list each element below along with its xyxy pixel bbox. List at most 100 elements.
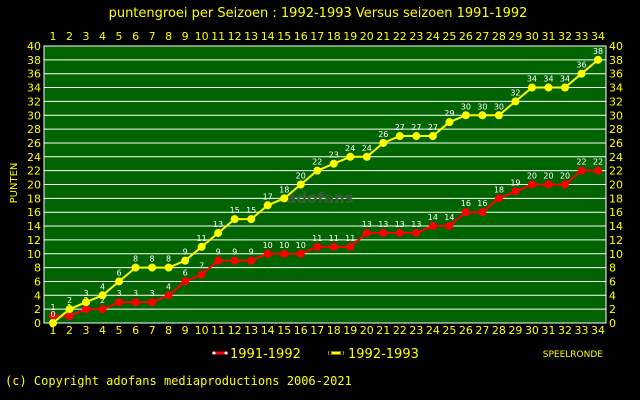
x-tick-top-7: 7: [149, 30, 156, 43]
point-1992-1993-20: [362, 152, 371, 161]
x-tick-bottom-27: 27: [475, 324, 489, 337]
point-1991-1992-34: [594, 166, 602, 175]
x-tick-bottom-25: 25: [442, 324, 456, 337]
point-1992-1993-33: [577, 69, 586, 78]
data-label-1991-1992-13: 9: [249, 248, 254, 257]
data-label-1991-1992-11: 9: [216, 248, 221, 257]
point-1991-1992-16: [296, 249, 305, 258]
y-tick-left-0: 0: [34, 317, 41, 330]
data-label-1992-1993-28: 30: [494, 102, 504, 111]
point-1991-1992-22: [395, 228, 404, 237]
data-label-1991-1992-1: 1: [50, 303, 55, 312]
x-tick-bottom-10: 10: [195, 324, 209, 337]
point-1992-1993-25: [445, 118, 454, 127]
point-1992-1993-1: [49, 319, 57, 327]
point-1992-1993-27: [478, 111, 487, 120]
y-tick-right-40: 40: [609, 40, 623, 53]
x-ticks-top: 1 2 3 4 5 6 7 8 9 10 11 12 13 14 15 16 17 18 19 20 21 22 23 24 2…: [50, 30, 606, 43]
x-tick-top-22: 22: [393, 30, 407, 43]
y-tick-right-10: 10: [609, 248, 623, 261]
data-label-1992-1993-30: 34: [527, 75, 537, 84]
y-tick-left-24: 24: [27, 151, 41, 164]
x-tick-bottom-28: 28: [492, 324, 506, 337]
x-tick-bottom-16: 16: [294, 324, 308, 337]
point-1991-1992-12: [230, 256, 239, 265]
point-1991-1992-8: [164, 291, 173, 300]
x-tick-top-26: 26: [459, 30, 473, 43]
x-tick-bottom-20: 20: [360, 324, 374, 337]
point-1991-1992-11: [214, 256, 223, 265]
x-tick-bottom-29: 29: [508, 324, 522, 337]
x-tick-bottom-14: 14: [261, 324, 275, 337]
point-1992-1993-9: [181, 256, 190, 265]
point-1991-1992-24: [428, 222, 437, 231]
point-1992-1993-2: [65, 305, 74, 314]
data-label-1991-1992-22: 13: [395, 220, 405, 229]
x-tick-top-19: 19: [343, 30, 357, 43]
point-1991-1992-4: [98, 305, 107, 314]
x-tick-bottom-22: 22: [393, 324, 407, 337]
point-1992-1993-11: [214, 228, 223, 237]
point-1991-1992-14: [263, 249, 272, 258]
point-1992-1993-4: [98, 291, 107, 300]
point-1991-1992-7: [148, 298, 157, 307]
y-tick-right-14: 14: [609, 220, 623, 233]
x-tick-top-31: 31: [541, 30, 555, 43]
x-tick-top-2: 2: [66, 30, 73, 43]
y-tick-right-18: 18: [609, 192, 623, 205]
point-1992-1993-34: [594, 55, 602, 64]
y-tick-left-6: 6: [34, 275, 41, 288]
data-label-1992-1993-29: 32: [510, 88, 520, 97]
x-tick-bottom-19: 19: [343, 324, 357, 337]
point-1992-1993-13: [247, 215, 256, 224]
data-label-1992-1993-7: 8: [150, 255, 155, 264]
data-label-1991-1992-6: 3: [133, 289, 138, 298]
y-tick-left-40: 40: [27, 40, 41, 53]
y-tick-left-4: 4: [34, 289, 41, 302]
x-tick-top-1: 1: [50, 30, 57, 43]
point-1992-1993-19: [346, 152, 355, 161]
x-tick-top-24: 24: [426, 30, 440, 43]
x-tick-bottom-30: 30: [525, 324, 539, 337]
x-tick-top-20: 20: [360, 30, 374, 43]
y-tick-left-2: 2: [34, 303, 41, 316]
data-label-1991-1992-16: 10: [296, 241, 306, 250]
data-label-1991-1992-19: 11: [345, 234, 355, 243]
point-1992-1993-14: [263, 201, 272, 210]
y-tick-left-38: 38: [27, 54, 41, 67]
point-1992-1993-32: [560, 83, 569, 92]
data-label-1991-1992-26: 16: [461, 199, 471, 208]
point-1992-1993-7: [148, 263, 157, 272]
data-label-1992-1993-5: 6: [117, 268, 122, 277]
y-tick-right-28: 28: [609, 123, 623, 136]
x-tick-bottom-17: 17: [310, 324, 324, 337]
data-label-1992-1993-15: 18: [279, 185, 289, 194]
x-tick-top-18: 18: [327, 30, 341, 43]
x-tick-bottom-6: 6: [132, 324, 139, 337]
data-label-1991-1992-30: 20: [527, 172, 537, 181]
chart-title: puntengroei per Seizoen : 1992-1993 Vers…: [109, 6, 528, 21]
point-1991-1992-27: [478, 208, 487, 217]
data-label-1991-1992-5: 3: [117, 289, 122, 298]
grid: [44, 59, 606, 310]
point-1992-1993-8: [164, 263, 173, 272]
x-tick-top-32: 32: [558, 30, 572, 43]
series-line-1992-1993: [52, 59, 599, 324]
data-label-1991-1992-28: 18: [494, 185, 504, 194]
point-1992-1993-16: [296, 180, 305, 189]
legend-dot-1991-a: [212, 351, 216, 355]
data-label-1992-1993-10: 11: [197, 234, 207, 243]
x-tick-top-23: 23: [409, 30, 423, 43]
x-tick-top-5: 5: [116, 30, 123, 43]
data-label-1991-1992-8: 4: [166, 282, 171, 291]
data-label-1991-1992-20: 13: [362, 220, 372, 229]
point-1992-1993-28: [494, 111, 503, 120]
data-label-1991-1992-33: 22: [576, 158, 586, 167]
data-label-1991-1992-23: 13: [411, 220, 421, 229]
x-tick-bottom-4: 4: [99, 324, 106, 337]
y-tick-right-20: 20: [609, 179, 623, 192]
data-label-1992-1993-16: 20: [296, 172, 306, 181]
point-1991-1992-1: [49, 312, 57, 321]
point-1991-1992-29: [511, 187, 520, 196]
